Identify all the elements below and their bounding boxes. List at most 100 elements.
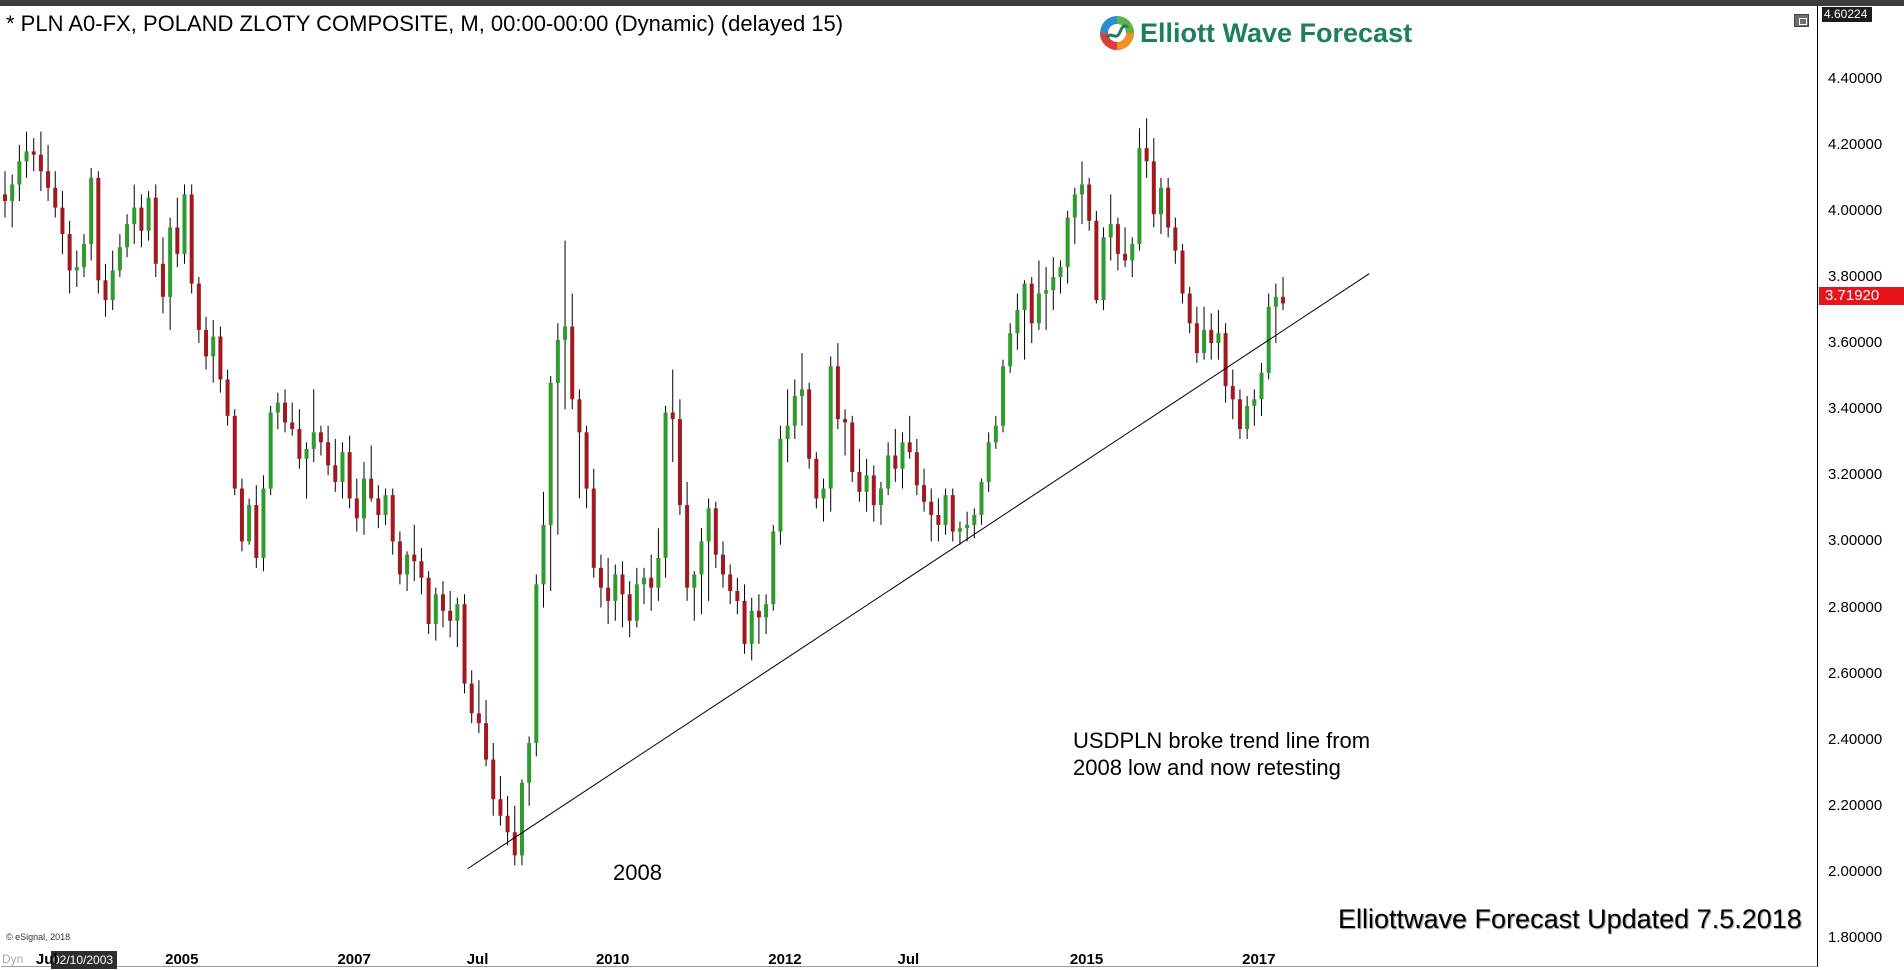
candle-body-up: [81, 243, 86, 268]
candle-body-up: [1259, 372, 1264, 400]
candle-body-down: [225, 379, 230, 416]
candle-body-up: [692, 574, 697, 588]
candle-body-down: [685, 505, 690, 588]
candle: [850, 415, 855, 482]
candle-body-up: [455, 604, 460, 621]
candle-body-down: [326, 442, 331, 466]
candle: [677, 399, 682, 515]
candle: [24, 131, 29, 178]
candle-body-up: [634, 584, 639, 621]
candle: [189, 184, 194, 294]
candle: [735, 577, 740, 615]
candle: [692, 571, 697, 621]
candle-body-down: [721, 554, 725, 575]
candle-body-down: [850, 422, 855, 473]
candle: [60, 191, 65, 254]
candle: [577, 389, 582, 499]
candle-body-up: [527, 743, 532, 783]
candle: [893, 429, 898, 482]
candle-body-up: [89, 177, 94, 244]
candle-body-down: [627, 594, 632, 621]
candle: [318, 425, 323, 456]
candle: [362, 462, 366, 535]
candle: [620, 561, 625, 628]
candle-body-up: [1252, 399, 1257, 406]
candle-body-up: [1008, 333, 1013, 367]
candle: [1180, 243, 1185, 304]
candle-body-up: [340, 452, 345, 482]
candle: [979, 478, 984, 525]
candle: [354, 478, 359, 532]
candle: [96, 171, 101, 294]
candle: [1187, 286, 1192, 334]
candle-body-down: [735, 590, 740, 601]
candle: [627, 581, 632, 638]
candle: [943, 488, 948, 535]
candle-body-up: [1101, 237, 1106, 301]
candle: [347, 435, 352, 509]
y-tick-label: 2.00000: [1828, 862, 1883, 880]
candle-body-up: [878, 488, 883, 506]
candle: [448, 590, 453, 638]
candle: [778, 425, 783, 545]
candle-body-up: [886, 455, 891, 489]
candle-body-down: [484, 723, 489, 760]
candle-body-down: [807, 389, 812, 459]
candle-body-down: [929, 501, 934, 515]
candle: [756, 594, 761, 644]
candle-body-down: [318, 432, 323, 443]
candle-body-down: [835, 366, 840, 420]
candle: [1087, 177, 1092, 231]
candle-body-down: [677, 419, 682, 506]
candle-body-down: [419, 561, 424, 578]
candle: [175, 197, 180, 268]
candle-body-down: [1187, 293, 1192, 324]
candle: [706, 498, 711, 601]
candle: [53, 171, 58, 218]
trend-line: [467, 273, 1370, 870]
candle: [390, 488, 395, 555]
candle-body-down: [53, 187, 58, 208]
candle: [929, 488, 934, 542]
candle-body-down: [584, 432, 589, 489]
candle-body-down: [175, 227, 180, 254]
candle: [864, 458, 869, 512]
candle: [1230, 369, 1235, 420]
candle: [232, 409, 237, 496]
candle: [965, 511, 970, 542]
candle: [110, 250, 115, 311]
candle: [283, 389, 288, 433]
candle: [993, 415, 998, 449]
candle-body-down: [46, 171, 51, 188]
candle: [1245, 395, 1250, 439]
candle: [871, 465, 876, 522]
candle-body-down: [204, 329, 209, 357]
candle-body-down: [936, 514, 941, 525]
candle-body-up: [146, 197, 151, 231]
candle: [89, 167, 94, 261]
candle: [440, 581, 445, 628]
x-tick-label: Jul: [466, 951, 489, 968]
candle: [426, 571, 431, 634]
candle-body-down: [476, 713, 481, 724]
candle: [397, 531, 402, 585]
x-tick-label: 2005: [165, 951, 199, 968]
candle-body-down: [397, 541, 402, 575]
candle: [642, 567, 647, 605]
candle-body-up: [555, 339, 560, 383]
y-tick-label: 1.80000: [1828, 929, 1883, 946]
y-tick-label: 4.40000: [1828, 69, 1883, 87]
candle: [1080, 161, 1084, 225]
candle-body-up: [168, 227, 173, 297]
candle: [584, 425, 589, 509]
candle-body-down: [871, 475, 876, 506]
candle-body-down: [189, 194, 194, 284]
candle: [247, 498, 252, 545]
candle: [160, 237, 165, 314]
candle: [785, 389, 790, 463]
restore-window-button[interactable]: [1794, 14, 1809, 27]
top-price-label: 4.60224: [1822, 7, 1872, 22]
candle: [1022, 280, 1027, 360]
candle: [1252, 389, 1257, 426]
